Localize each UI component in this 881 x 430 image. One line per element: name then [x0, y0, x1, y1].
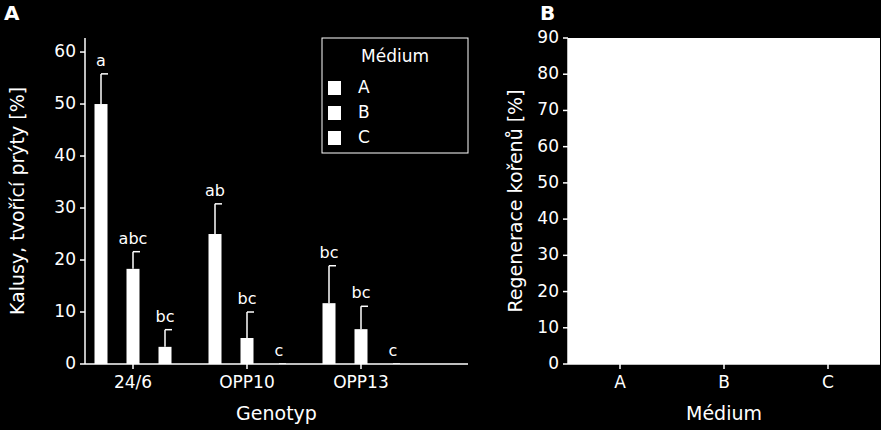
y-axis-label: Kalusy, tvořící prýty [%]	[6, 87, 28, 315]
significance-letter: ab	[205, 181, 225, 200]
x-tick-label: OPP10	[219, 372, 275, 392]
panel-title: B	[540, 1, 555, 25]
bar	[209, 234, 222, 364]
error-bar	[100, 74, 102, 104]
y-tick-label: 30	[537, 244, 559, 264]
significance-letter: c	[389, 341, 398, 360]
y-tick-label: 60	[54, 41, 76, 61]
y-tick-label: 30	[54, 197, 76, 217]
x-axis-label: Médium	[686, 402, 762, 424]
significance-letter: c	[275, 341, 284, 360]
x-tick	[246, 364, 248, 369]
legend-frame	[322, 38, 468, 153]
error-bar	[360, 306, 362, 329]
x-tick-label: A	[614, 372, 626, 392]
y-tick-label: 40	[54, 145, 76, 165]
x-tick	[827, 364, 829, 369]
x-tick-label: OPP13	[333, 372, 389, 392]
legend-title: Médium	[361, 46, 429, 66]
legend-label: B	[358, 102, 370, 122]
error-cap	[361, 306, 368, 308]
legend-swatch	[328, 81, 341, 95]
y-tick-label: 10	[54, 301, 76, 321]
figure: 0 10 20 30 40 50 60 24/6 OPP10 OPP13 a ab bc abc bc bc b…	[0, 0, 881, 430]
x-axis-label: Genotyp	[236, 402, 317, 424]
bar	[355, 329, 368, 364]
page: {"chart_data": [ {"type": "bar", "title"…	[0, 0, 881, 430]
significance-letter: a	[96, 51, 106, 70]
significance-letter: abc	[119, 229, 148, 248]
x-axis-line	[85, 363, 468, 365]
y-tick-label: 0	[548, 353, 559, 373]
panel: 0 10 20 30 40 50 60 24/6 OPP10 OPP13 a ab bc abc bc bc b…	[4, 1, 468, 424]
legend-label: A	[358, 77, 370, 97]
y-tick-label: 70	[537, 99, 559, 119]
error-cap	[133, 251, 140, 253]
y-tick-label: 0	[65, 353, 76, 373]
error-bar	[214, 204, 216, 234]
bar	[323, 303, 336, 364]
error-bar	[164, 330, 166, 347]
significance-letter: bc	[352, 283, 371, 302]
error-cap	[279, 363, 286, 364]
error-cap	[247, 311, 254, 313]
x-tick	[132, 364, 134, 369]
x-tick-label: 24/6	[114, 372, 152, 392]
bar	[273, 364, 286, 365]
error-cap	[165, 329, 172, 331]
y-tick-label: 10	[537, 317, 559, 337]
y-axis-line	[567, 38, 569, 364]
error-cap	[101, 73, 108, 75]
x-tick	[619, 364, 621, 369]
significance-letter: bc	[156, 307, 175, 326]
plot-area	[568, 38, 880, 364]
bar	[241, 338, 254, 364]
error-bar	[246, 312, 248, 338]
y-tick-label: 80	[537, 63, 559, 83]
x-tick-label: B	[718, 372, 730, 392]
y-tick-label: 90	[537, 27, 559, 47]
significance-letter: bc	[238, 289, 257, 308]
y-tick-label: 40	[537, 208, 559, 228]
bar	[95, 104, 108, 364]
significance-letter: bc	[320, 243, 339, 262]
y-axis-line	[84, 38, 86, 364]
y-tick-label: 20	[537, 281, 559, 301]
y-axis-label: Regenerace kořenů [%]	[504, 89, 526, 312]
panel: 0 10 20 30 40 50 60 70 80 90 A B C Médium Regenerace k…	[504, 1, 880, 424]
y-tick-label: 50	[54, 93, 76, 113]
plot-area	[85, 38, 468, 364]
x-tick	[360, 364, 362, 369]
y-tick-label: 20	[54, 249, 76, 269]
bar	[387, 364, 400, 365]
legend-swatch	[328, 131, 341, 145]
bar	[159, 347, 172, 364]
legend-swatch	[328, 106, 341, 120]
x-tick	[723, 364, 725, 369]
bar	[127, 269, 140, 364]
x-tick-label: C	[822, 372, 834, 392]
y-tick-label: 60	[537, 136, 559, 156]
error-bar	[132, 252, 134, 269]
error-cap	[393, 363, 400, 364]
error-bar	[328, 266, 330, 303]
error-cap	[329, 265, 336, 267]
legend: Médium ABC	[322, 38, 468, 153]
legend-label: C	[358, 127, 370, 147]
y-tick-label: 50	[537, 172, 559, 192]
panel-title: A	[4, 1, 20, 25]
error-cap	[215, 203, 222, 205]
